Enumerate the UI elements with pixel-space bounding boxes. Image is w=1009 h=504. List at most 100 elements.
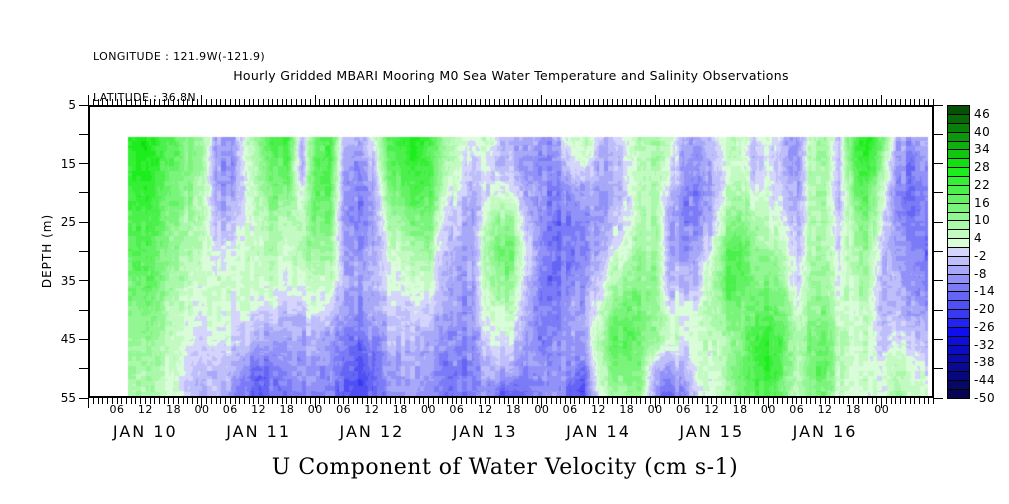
x-axis-tick	[333, 398, 335, 404]
x-axis-tick	[715, 398, 717, 404]
x-axis-tick	[777, 398, 779, 404]
colorbar-tick-label: -32	[974, 337, 996, 352]
x-axis-tick-top	[645, 99, 647, 105]
x-axis-tick-top	[909, 99, 911, 105]
x-axis-tick-top	[319, 99, 321, 105]
colorbar-tick-label: -26	[974, 319, 996, 334]
x-axis-tick-top	[715, 99, 717, 105]
x-axis-tick	[612, 398, 614, 404]
x-axis-tick	[121, 398, 123, 404]
x-axis-tick	[829, 398, 831, 404]
x-axis-tick-top	[890, 99, 892, 105]
x-axis-tick-top	[281, 99, 283, 105]
x-axis-tick-top	[508, 99, 510, 105]
x-axis-tick	[631, 398, 633, 404]
x-axis-tick	[201, 398, 203, 408]
x-axis-tick-top	[616, 99, 618, 105]
x-axis-tick	[569, 398, 571, 404]
colorbar-tick-label: -44	[974, 373, 996, 388]
x-axis-tick	[159, 398, 160, 404]
x-axis-tick-top	[361, 99, 363, 105]
x-axis-tick	[701, 398, 703, 404]
x-axis-tick-top	[234, 99, 236, 105]
x-axis-tick	[300, 398, 302, 404]
y-axis-tick-right	[934, 368, 943, 370]
x-axis-tick-top	[475, 99, 477, 105]
x-axis-tick	[546, 398, 548, 404]
x-axis-tick-top	[300, 99, 302, 105]
x-axis-tick	[305, 398, 307, 404]
x-axis-tick	[177, 398, 179, 404]
x-axis-tick	[423, 398, 425, 404]
x-axis-tick-top	[607, 99, 609, 105]
x-axis-tick-top	[182, 99, 184, 105]
x-axis-tick	[909, 398, 911, 404]
x-axis-tick	[130, 398, 132, 404]
x-axis-tick	[649, 398, 651, 404]
y-axis-tick	[79, 251, 88, 252]
x-axis-tick-top	[734, 99, 736, 105]
x-axis-tick-top	[536, 99, 538, 105]
x-axis-tick-top	[286, 99, 288, 105]
y-axis-tick-right	[934, 397, 943, 399]
colorbar-tick-label: -20	[974, 302, 996, 317]
x-axis-tick	[687, 398, 689, 404]
x-axis-tick	[848, 398, 850, 404]
x-axis-tick	[385, 398, 387, 404]
x-axis-tick-top	[395, 99, 397, 105]
x-axis-tick-top	[154, 99, 156, 105]
x-axis-tick-top	[871, 99, 873, 105]
x-axis-tick	[796, 398, 798, 404]
longitude-line: LONGITUDE : 121.9W(-121.9)	[93, 50, 266, 63]
x-axis-tick	[314, 398, 316, 408]
x-axis-tick	[470, 398, 472, 404]
x-axis-tick-top	[583, 99, 585, 105]
x-axis-tick-top	[428, 95, 430, 105]
x-axis-tick-top	[357, 99, 359, 105]
y-axis-tick	[79, 192, 88, 194]
y-axis-label: DEPTH (m)	[40, 213, 54, 289]
x-axis-tick	[730, 398, 732, 404]
hour-tick-label: 06	[336, 403, 352, 416]
x-axis-tick-top	[857, 99, 859, 105]
x-axis-tick	[734, 398, 736, 404]
x-axis-tick	[125, 398, 127, 404]
x-axis-tick	[607, 398, 609, 404]
y-axis-tick-right	[934, 163, 943, 165]
x-axis-tick	[281, 398, 283, 404]
x-axis-tick	[791, 398, 793, 404]
x-axis-tick-top	[159, 99, 160, 105]
x-axis-tick	[517, 398, 519, 404]
x-axis-tick	[876, 398, 878, 404]
hour-tick-label: 00	[421, 403, 437, 416]
x-axis-tick-top	[390, 99, 392, 105]
x-axis-tick	[711, 398, 713, 404]
x-axis-tick-top	[272, 99, 274, 105]
x-axis-tick	[531, 398, 533, 404]
x-axis-tick-top	[815, 99, 817, 105]
x-axis-tick	[187, 398, 189, 404]
x-axis-tick-top	[800, 99, 802, 105]
x-axis-tick-top	[819, 99, 821, 105]
x-axis-tick-top	[900, 99, 902, 105]
x-axis-tick	[871, 398, 873, 404]
x-axis-tick-top	[763, 99, 765, 105]
x-axis-tick	[697, 398, 699, 404]
x-axis-tick-top	[527, 99, 529, 105]
hour-tick-label: 18	[279, 403, 295, 416]
x-axis-tick-top	[867, 99, 869, 105]
x-axis-tick-top	[928, 99, 930, 105]
x-axis-tick	[88, 398, 90, 408]
colorbar-tick-label: 34	[974, 142, 991, 157]
x-axis-tick-top	[210, 99, 212, 105]
x-axis-tick-top	[654, 95, 656, 105]
x-axis-tick-top	[442, 99, 444, 105]
x-axis-tick	[442, 398, 444, 404]
x-axis-tick	[432, 398, 434, 404]
y-axis-tick-right	[934, 221, 943, 223]
x-axis-tick-top	[314, 95, 316, 105]
x-axis-tick	[206, 398, 208, 404]
x-axis-tick	[437, 398, 439, 404]
x-axis-tick	[243, 398, 245, 404]
x-axis-tick	[404, 398, 406, 404]
